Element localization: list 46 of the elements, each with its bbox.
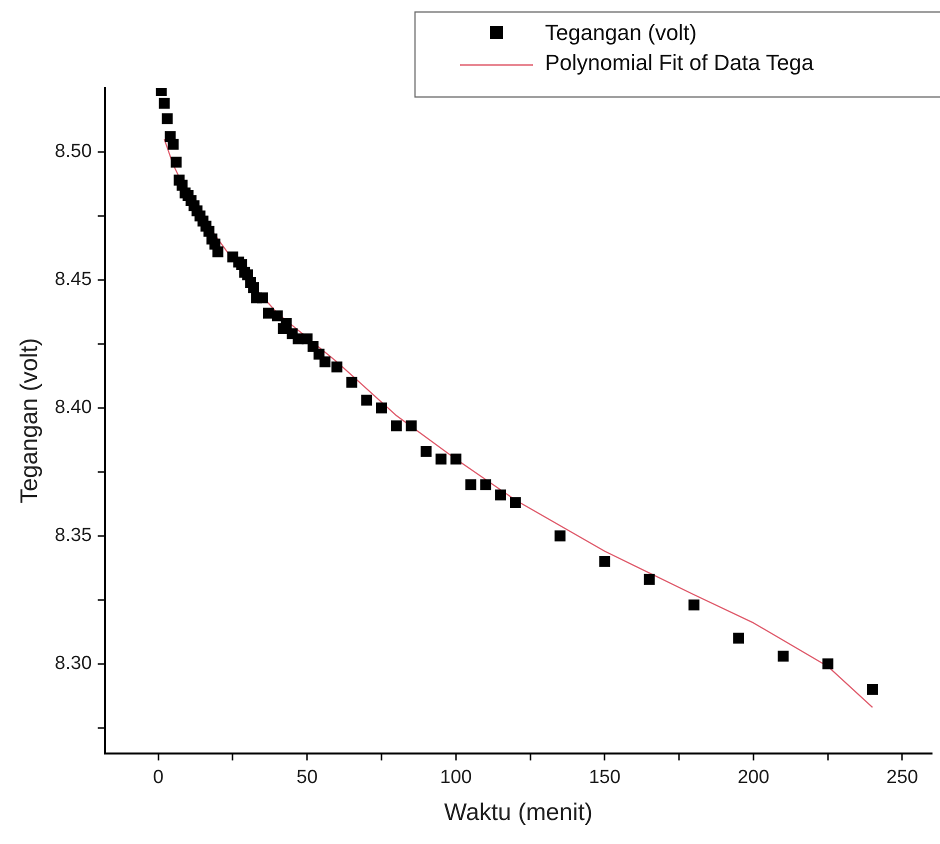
point bbox=[436, 454, 446, 465]
point bbox=[361, 394, 372, 406]
point bbox=[331, 362, 342, 372]
point bbox=[390, 420, 402, 432]
point bbox=[822, 658, 834, 670]
point bbox=[465, 479, 476, 490]
point bbox=[280, 318, 292, 329]
point bbox=[733, 632, 744, 644]
point bbox=[688, 600, 700, 610]
y-tick-label: 8.40 bbox=[54, 397, 92, 418]
point bbox=[376, 402, 387, 414]
y-tick-label: 8.30 bbox=[54, 653, 92, 674]
x-tick-label: 50 bbox=[296, 767, 318, 788]
legend-label: Polynomial Fit of Data Tega bbox=[545, 50, 814, 76]
x-tick-label: 100 bbox=[440, 767, 472, 788]
x-tick-label: 250 bbox=[886, 767, 918, 788]
point bbox=[257, 292, 268, 304]
point bbox=[867, 684, 878, 695]
point bbox=[346, 376, 358, 388]
point bbox=[510, 497, 521, 508]
x-tick-label: 150 bbox=[588, 767, 621, 788]
point bbox=[420, 446, 432, 457]
point bbox=[554, 530, 566, 542]
x-axis-title: Waktu (menit) bbox=[444, 799, 593, 826]
y-tick-label: 8.45 bbox=[54, 269, 92, 290]
point bbox=[272, 310, 283, 322]
point bbox=[158, 98, 170, 109]
point bbox=[162, 113, 173, 124]
point bbox=[248, 282, 260, 294]
x-tick-label: 0 bbox=[153, 767, 164, 788]
y-axis-title: Tegangan (volt) bbox=[16, 338, 44, 504]
point bbox=[406, 420, 417, 432]
point bbox=[168, 138, 179, 150]
point bbox=[320, 356, 330, 368]
point bbox=[480, 479, 492, 490]
legend-label: Tegangan (volt) bbox=[545, 20, 697, 46]
point bbox=[644, 574, 655, 585]
y-tick-label: 8.50 bbox=[54, 141, 92, 162]
x-tick-label: 200 bbox=[738, 767, 770, 788]
point bbox=[170, 156, 182, 168]
point bbox=[450, 454, 462, 465]
point bbox=[599, 556, 610, 567]
y-tick-label: 8.35 bbox=[54, 525, 92, 546]
point bbox=[495, 489, 506, 500]
point bbox=[212, 246, 224, 258]
point bbox=[778, 650, 789, 662]
